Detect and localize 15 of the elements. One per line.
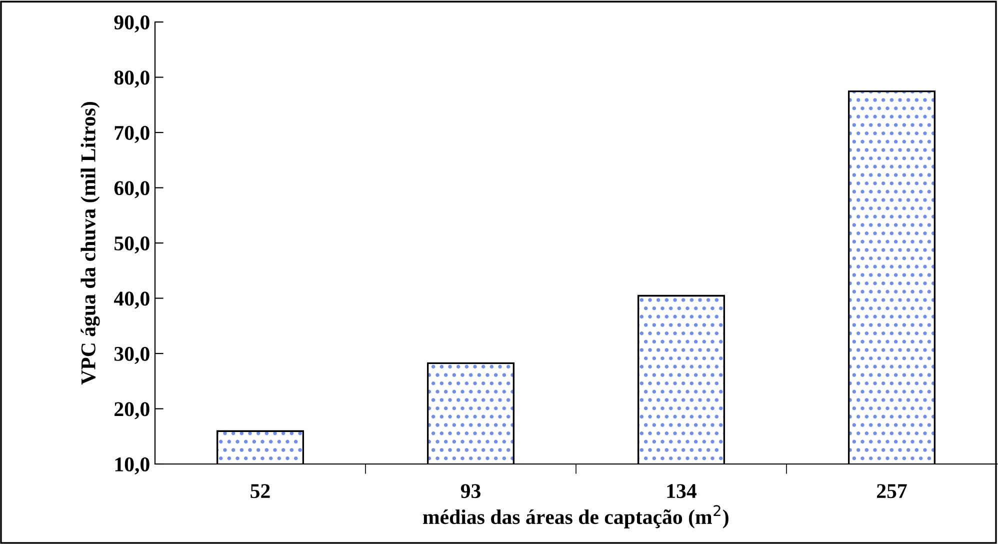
y-tick-label: 90,0 (114, 15, 150, 32)
x-tick-label: 52 (250, 484, 270, 498)
y-tick-label: 60,0 (114, 181, 150, 198)
y-axis-title: VPC água da chuva (mil Litros) (80, 102, 100, 385)
y-tick-label: 20,0 (114, 402, 150, 420)
x-tick-label: 93 (460, 484, 480, 498)
y-tick-label: 50,0 (114, 236, 150, 254)
x-tick-label: 257 (877, 484, 907, 498)
y-tick-label: 30,0 (114, 346, 150, 364)
y-tick-label: 10,0 (115, 457, 150, 474)
y-tick-label: 80,0 (114, 70, 150, 88)
x-tick-label: 134 (667, 484, 696, 498)
y-tick-label: 40,0 (114, 292, 150, 309)
x-axis-title: médias das áreas de captação (m$^{2}$) (423, 505, 728, 528)
y-tick-label: 70,0 (114, 126, 150, 143)
